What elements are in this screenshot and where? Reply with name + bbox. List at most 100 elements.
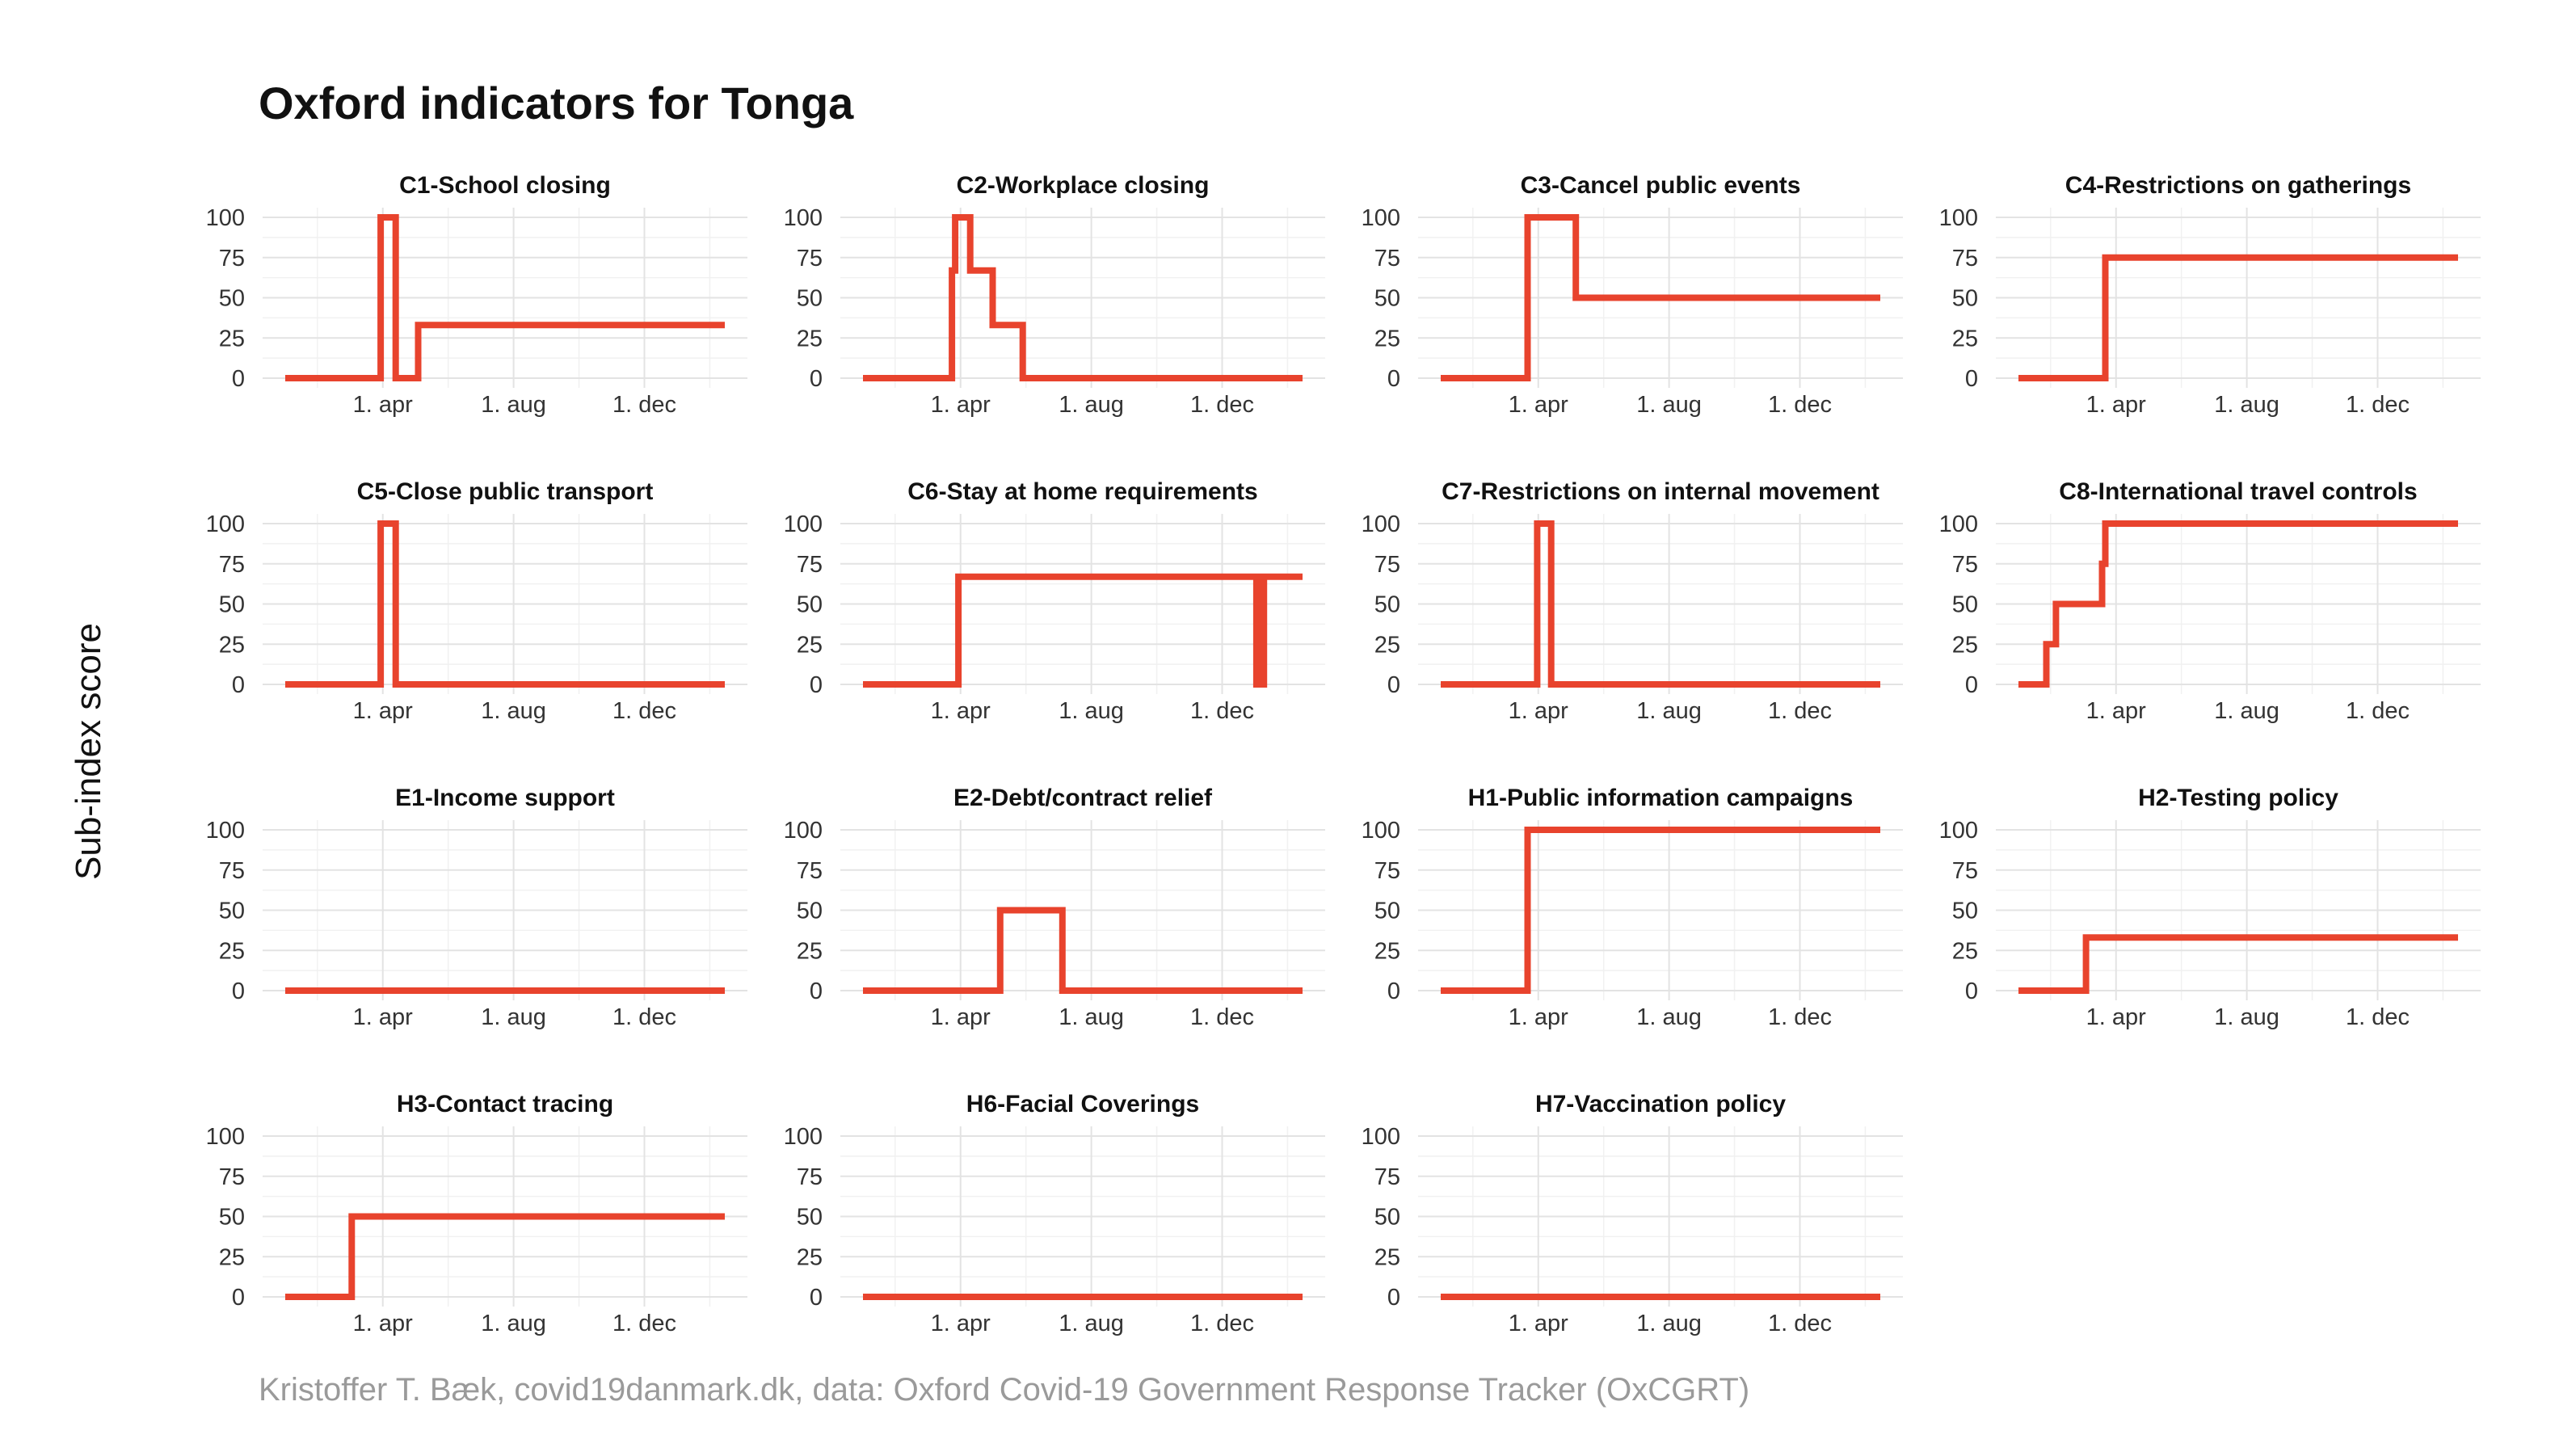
panel-title: E2-Debt/contract relief <box>953 785 1213 811</box>
y-tick-label: 50 <box>1952 592 1978 618</box>
series-line <box>863 573 1303 688</box>
y-tick-label: 75 <box>1952 552 1978 578</box>
y-tick-label: 50 <box>797 1205 823 1231</box>
panel-title: H6-Facial Coverings <box>966 1091 1199 1117</box>
y-tick-label: 0 <box>810 672 823 698</box>
y-tick-label: 100 <box>1362 205 1400 231</box>
x-tick-label: 1. apr <box>1509 392 1568 418</box>
x-tick-label: 1. apr <box>1509 698 1568 724</box>
y-tick-label: 50 <box>219 899 245 924</box>
x-tick-label: 1. dec <box>2346 392 2410 418</box>
series-line <box>285 520 725 688</box>
series-line <box>285 214 725 381</box>
y-tick-label: 0 <box>1965 366 1978 392</box>
panel-title: C7-Restrictions on internal movement <box>1442 478 1879 505</box>
x-tick-label: 1. dec <box>612 392 676 418</box>
x-tick-label: 1. dec <box>1768 698 1832 724</box>
panel-c3-cancel-public-events: 0 25 50 75 100 1. apr 1. aug 1. dec C3-Cancel pu… <box>1362 172 1903 418</box>
y-tick-label: 75 <box>1374 1164 1400 1190</box>
y-tick-label: 75 <box>1952 858 1978 884</box>
panel-e2-debt-contract-relief: 0 25 50 75 100 1. apr 1. aug 1. dec E2-Debt/cont… <box>784 785 1325 1030</box>
series-line <box>2018 254 2458 381</box>
y-tick-label: 50 <box>1374 286 1400 312</box>
y-tick-label: 25 <box>219 632 245 658</box>
y-tick-label: 0 <box>1387 672 1400 698</box>
x-tick-label: 1. dec <box>612 698 676 724</box>
y-tick-label: 75 <box>219 858 245 884</box>
y-tick-label: 25 <box>797 938 823 964</box>
panel-c4-restrictions-on-gatherings: 0 25 50 75 100 1. apr 1. aug 1. dec C4-Restricti… <box>1939 172 2481 418</box>
x-tick-label: 1. dec <box>2346 1004 2410 1030</box>
x-tick-label: 1. aug <box>1059 1311 1124 1336</box>
y-tick-label: 0 <box>1965 979 1978 1004</box>
panel-h6-facial-coverings: 0 25 50 75 100 1. apr 1. aug 1. dec H6-Facial Co… <box>784 1091 1325 1336</box>
x-tick-label: 1. apr <box>353 1311 413 1336</box>
y-tick-label: 0 <box>232 672 245 698</box>
x-tick-label: 1. dec <box>1190 1004 1254 1030</box>
y-tick-label: 0 <box>1965 672 1978 698</box>
y-tick-label: 25 <box>1952 938 1978 964</box>
series-line <box>1441 214 1880 381</box>
y-tick-label: 75 <box>797 246 823 271</box>
panel-h2-testing-policy: 0 25 50 75 100 1. apr 1. aug 1. dec H2-Testing p… <box>1939 785 2481 1030</box>
x-tick-label: 1. dec <box>1190 392 1254 418</box>
panel-h1-public-information-campaigns: 0 25 50 75 100 1. apr 1. aug 1. dec H1-Public in… <box>1362 785 1903 1030</box>
y-tick-label: 50 <box>1952 286 1978 312</box>
panel-title: C6-Stay at home requirements <box>907 478 1257 505</box>
x-tick-label: 1. apr <box>2086 698 2146 724</box>
y-tick-label: 25 <box>1952 632 1978 658</box>
x-tick-label: 1. apr <box>2086 1004 2146 1030</box>
x-tick-label: 1. aug <box>1059 1004 1124 1030</box>
y-tick-label: 100 <box>1939 818 1978 844</box>
panel-title: C5-Close public transport <box>357 478 654 505</box>
x-tick-label: 1. apr <box>931 1004 991 1030</box>
x-tick-label: 1. aug <box>1059 698 1124 724</box>
y-tick-label: 0 <box>810 366 823 392</box>
y-tick-label: 100 <box>1362 1124 1400 1150</box>
y-tick-label: 100 <box>206 818 245 844</box>
y-tick-label: 0 <box>1387 366 1400 392</box>
panel-c5-close-public-transport: 0 25 50 75 100 1. apr 1. aug 1. dec C5-Close pub… <box>206 478 747 724</box>
y-tick-label: 0 <box>232 979 245 1004</box>
x-tick-label: 1. aug <box>1636 392 1702 418</box>
x-tick-label: 1. dec <box>1768 392 1832 418</box>
y-tick-label: 25 <box>219 938 245 964</box>
y-tick-label: 100 <box>1362 818 1400 844</box>
series-line <box>863 907 1303 994</box>
y-tick-label: 0 <box>810 1285 823 1311</box>
y-tick-label: 75 <box>1952 246 1978 271</box>
y-tick-label: 25 <box>797 1244 823 1270</box>
y-tick-label: 75 <box>797 858 823 884</box>
y-tick-label: 100 <box>784 1124 823 1150</box>
y-tick-label: 0 <box>232 366 245 392</box>
panel-c2-workplace-closing: 0 25 50 75 100 1. apr 1. aug 1. dec C2-Workplace… <box>784 172 1325 418</box>
x-tick-label: 1. apr <box>2086 392 2146 418</box>
x-tick-label: 1. apr <box>931 392 991 418</box>
panel-title: H2-Testing policy <box>2138 785 2338 811</box>
x-tick-label: 1. aug <box>1059 392 1124 418</box>
y-tick-label: 25 <box>1374 938 1400 964</box>
y-tick-label: 25 <box>1952 326 1978 351</box>
y-tick-label: 50 <box>797 592 823 618</box>
x-tick-label: 1. dec <box>1190 698 1254 724</box>
y-tick-label: 25 <box>1374 632 1400 658</box>
source-caption: Kristoffer T. Bæk, covid19danmark.dk, da… <box>259 1372 1750 1408</box>
y-tick-label: 50 <box>797 899 823 924</box>
y-tick-label: 100 <box>784 511 823 537</box>
y-tick-label: 75 <box>219 552 245 578</box>
y-tick-label: 50 <box>219 286 245 312</box>
y-tick-label: 75 <box>797 1164 823 1190</box>
x-tick-label: 1. dec <box>2346 698 2410 724</box>
y-tick-label: 100 <box>784 818 823 844</box>
x-tick-label: 1. apr <box>1509 1311 1568 1336</box>
panel-title: C8-International travel controls <box>2059 478 2417 505</box>
y-tick-label: 25 <box>219 1244 245 1270</box>
y-tick-label: 0 <box>232 1285 245 1311</box>
y-tick-label: 50 <box>1374 899 1400 924</box>
x-tick-label: 1. dec <box>612 1004 676 1030</box>
y-tick-label: 0 <box>810 979 823 1004</box>
x-tick-label: 1. aug <box>1636 1311 1702 1336</box>
panel-title: C3-Cancel public events <box>1521 172 1801 199</box>
x-tick-label: 1. dec <box>1768 1004 1832 1030</box>
